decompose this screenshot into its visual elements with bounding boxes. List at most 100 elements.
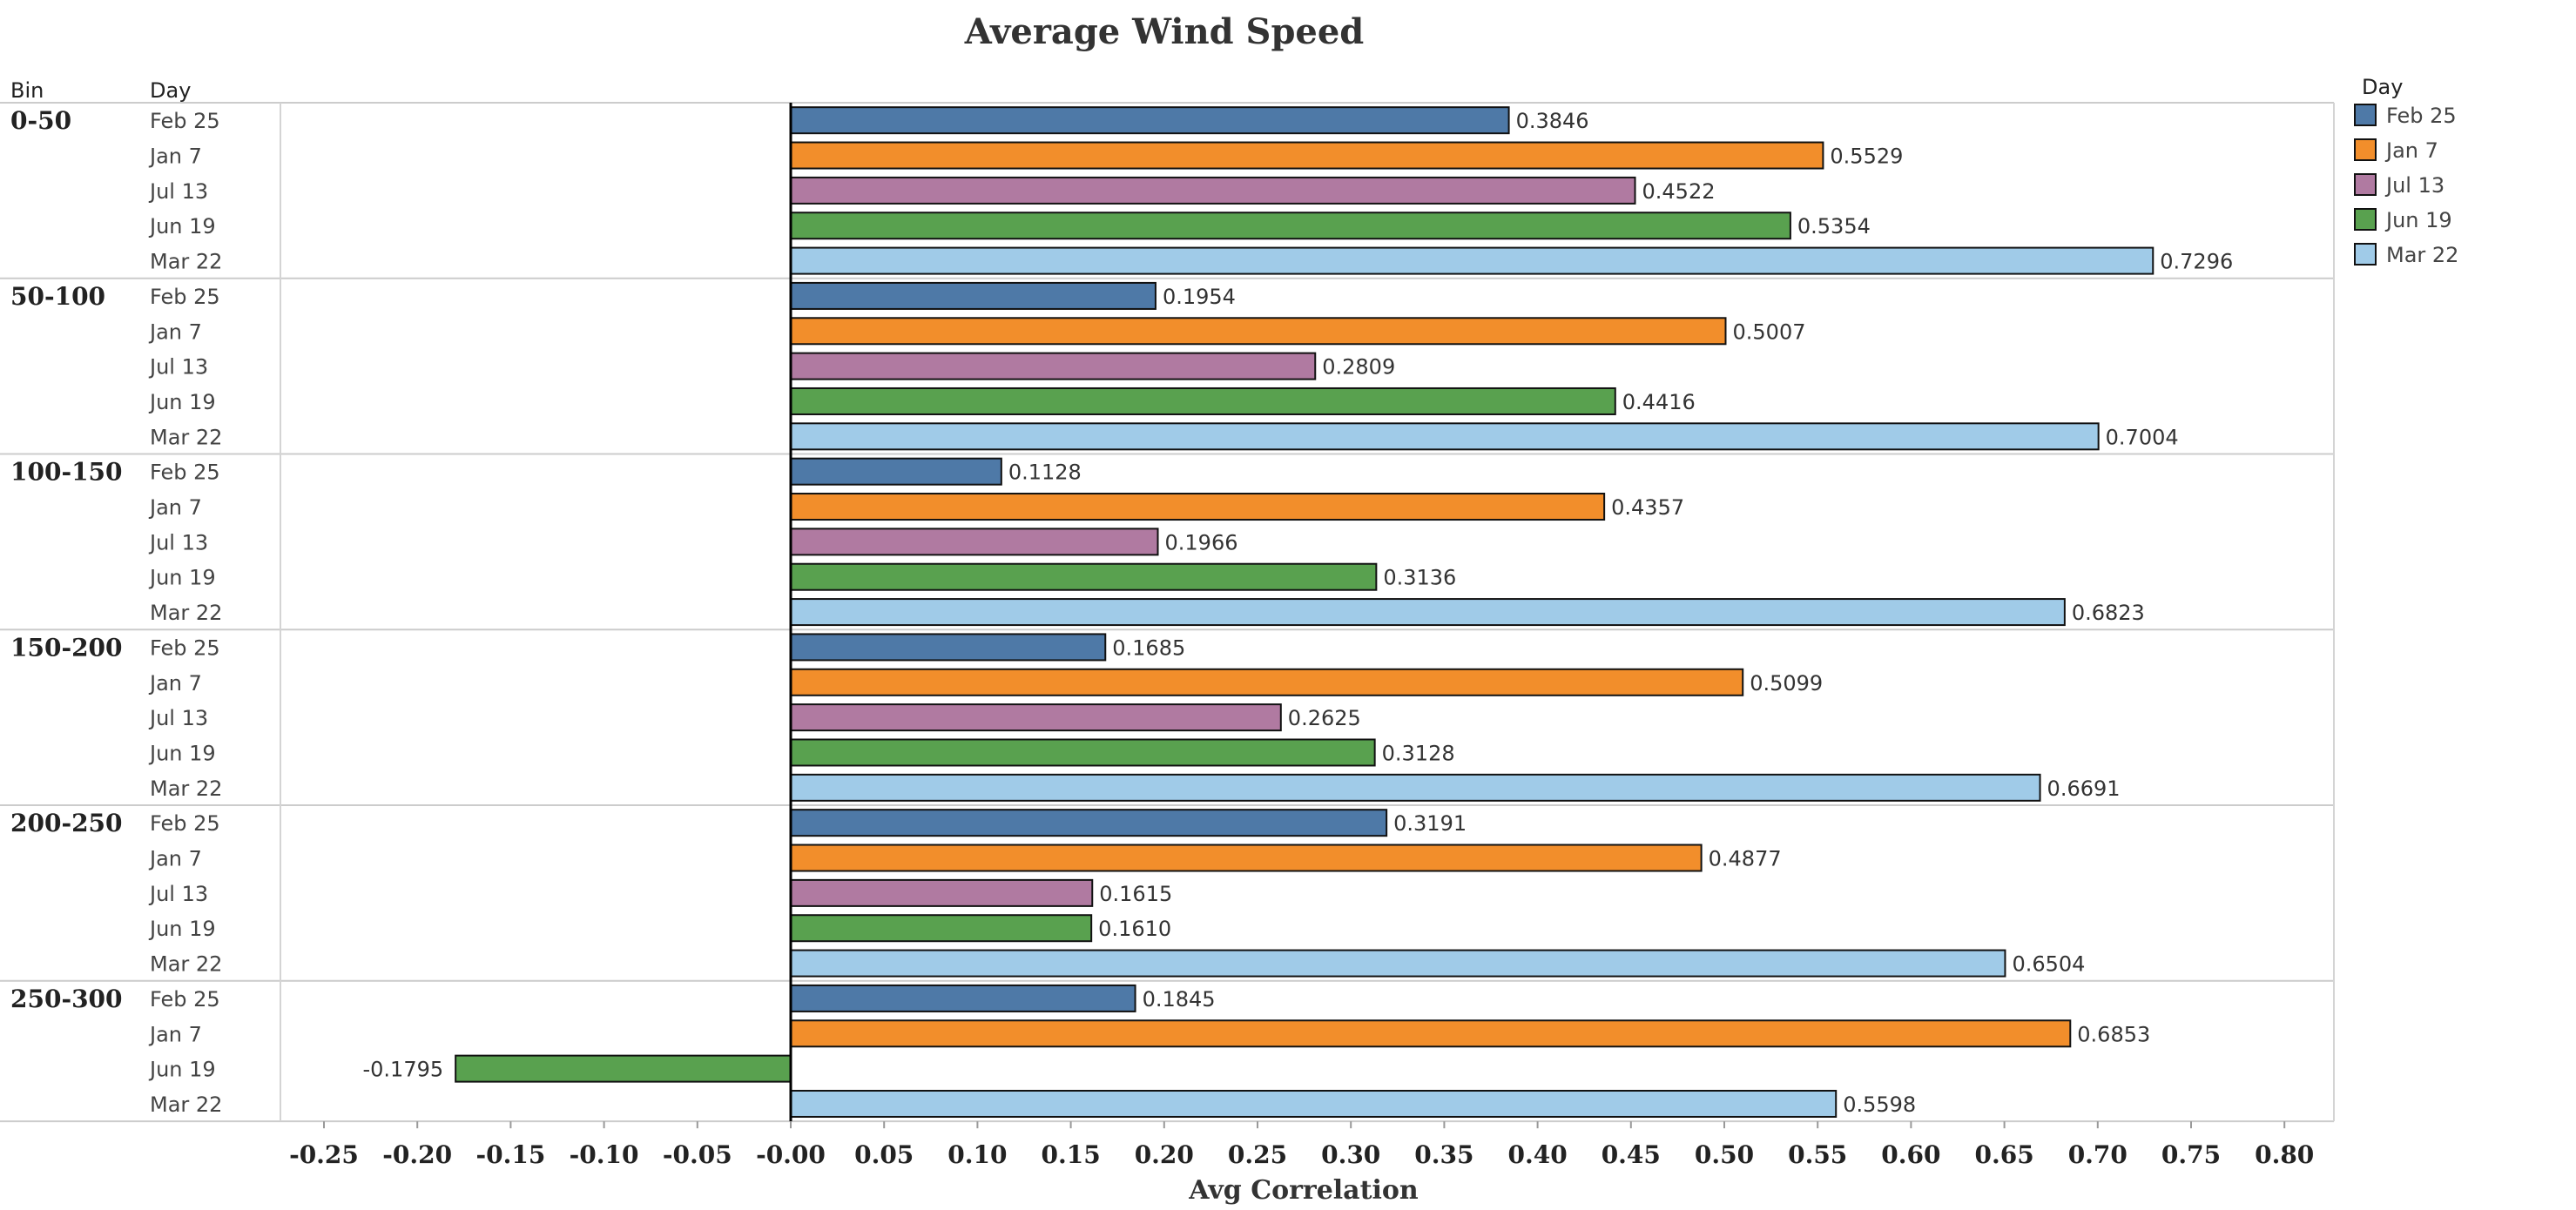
bar bbox=[790, 212, 1791, 240]
bar-value-label: 0.6504 bbox=[2012, 952, 2085, 977]
bar bbox=[790, 106, 1510, 135]
bin-label: 50-100 bbox=[10, 282, 105, 311]
day-label: Feb 25 bbox=[150, 987, 220, 1012]
bin-label: 200-250 bbox=[10, 809, 123, 837]
bin-label: 100-150 bbox=[10, 458, 123, 487]
bar bbox=[790, 598, 2066, 627]
bar-value-label: 0.1128 bbox=[1008, 460, 1082, 485]
x-tick-label: -0.15 bbox=[475, 1140, 545, 1169]
day-label: Jun 19 bbox=[148, 214, 216, 239]
x-tick-label: 0.45 bbox=[1602, 1140, 1661, 1169]
legend-swatch bbox=[2354, 138, 2377, 161]
x-tick-label: 0.50 bbox=[1695, 1140, 1754, 1169]
bar bbox=[790, 878, 1094, 907]
bar-value-label: 0.4416 bbox=[1622, 390, 1696, 414]
day-label: Mar 22 bbox=[150, 425, 222, 449]
bar-value-label: 0.1685 bbox=[1112, 635, 1185, 660]
bar bbox=[790, 809, 1388, 837]
day-label: Jun 19 bbox=[148, 1058, 216, 1082]
bar-value-label: 0.6823 bbox=[2072, 601, 2145, 625]
bar bbox=[790, 914, 1093, 943]
day-label: Feb 25 bbox=[150, 285, 220, 309]
bar bbox=[790, 984, 1136, 1012]
x-tick-label: -0.20 bbox=[382, 1140, 452, 1169]
day-label: Jun 19 bbox=[148, 917, 216, 941]
legend-swatch bbox=[2354, 208, 2377, 231]
bar-value-label: 0.7296 bbox=[2160, 250, 2233, 274]
x-tick-label: 0.10 bbox=[947, 1140, 1007, 1169]
bar bbox=[790, 773, 2041, 802]
x-axis: -0.25 -0.20 -0.15 -0.10 -0.05 -0.00 0.05 0.10 0.… bbox=[289, 1121, 2314, 1169]
x-tick-label: -0.05 bbox=[663, 1140, 732, 1169]
bin-label: 150-200 bbox=[10, 633, 123, 662]
plot-area: 0-50 Feb 25 0.3846 Jan 7 0.5529 Jul 13 0.4522 J… bbox=[0, 102, 2335, 1123]
legend-label: Feb 25 bbox=[2386, 104, 2457, 128]
bar-value-label: 0.3191 bbox=[1393, 811, 1467, 836]
x-tick-label: 0.70 bbox=[2068, 1140, 2128, 1169]
x-tick-label: 0.60 bbox=[1881, 1140, 1940, 1169]
day-label: Jun 19 bbox=[148, 566, 216, 590]
bar-value-label: 0.2809 bbox=[1322, 355, 1395, 380]
day-label: Mar 22 bbox=[150, 1092, 222, 1117]
legend-title: Day bbox=[2362, 75, 2403, 99]
day-label: Jan 7 bbox=[148, 319, 202, 344]
bar-value-label: 0.5007 bbox=[1733, 319, 1806, 344]
x-tick-label: -0.00 bbox=[756, 1140, 826, 1169]
bar-value-label: 0.3128 bbox=[1382, 741, 1455, 765]
day-label: Feb 25 bbox=[150, 460, 220, 485]
day-label: Jan 7 bbox=[148, 495, 202, 520]
bar bbox=[790, 633, 1107, 662]
bar-value-label: 0.1615 bbox=[1099, 882, 1172, 906]
bar-value-label: 0.5354 bbox=[1797, 214, 1871, 239]
legend-swatch bbox=[2354, 243, 2377, 266]
x-tick-label: 0.40 bbox=[1507, 1140, 1567, 1169]
bin-label: 250-300 bbox=[10, 985, 123, 1013]
bar-value-label: 0.4357 bbox=[1611, 495, 1684, 520]
day-label: Mar 22 bbox=[150, 952, 222, 977]
day-label: Jun 19 bbox=[148, 741, 216, 765]
x-tick-label: 0.80 bbox=[2255, 1140, 2314, 1169]
day-label: Jan 7 bbox=[148, 1022, 202, 1046]
chart-title: Average Wind Speed bbox=[964, 11, 1365, 52]
x-tick-label: 0.20 bbox=[1135, 1140, 1194, 1169]
bar-value-label: 0.6691 bbox=[2047, 776, 2121, 801]
legend-swatch bbox=[2354, 173, 2377, 196]
bar-value-label: 0.1954 bbox=[1163, 285, 1236, 309]
legend-label: Mar 22 bbox=[2386, 243, 2458, 267]
bar bbox=[790, 493, 1606, 521]
bar bbox=[790, 668, 1744, 696]
x-tick-label: 0.65 bbox=[1974, 1140, 2033, 1169]
x-tick-label: 0.55 bbox=[1788, 1140, 1847, 1169]
x-tick-label: 0.25 bbox=[1228, 1140, 1287, 1169]
bar-value-label: 0.1845 bbox=[1143, 987, 1216, 1012]
bar bbox=[790, 387, 1616, 415]
bar-value-label: 0.6853 bbox=[2077, 1022, 2150, 1046]
legend-label: Jun 19 bbox=[2384, 208, 2452, 232]
day-label: Feb 25 bbox=[150, 811, 220, 836]
bar bbox=[790, 1019, 2072, 1048]
bar-value-label: 0.3136 bbox=[1383, 566, 1456, 590]
x-tick-label: 0.35 bbox=[1414, 1140, 1473, 1169]
bar-value-label: 0.5099 bbox=[1750, 671, 1823, 696]
day-label: Jul 13 bbox=[148, 179, 208, 204]
bar bbox=[790, 738, 1376, 767]
bin-label: 0-50 bbox=[10, 106, 71, 135]
day-label: Mar 22 bbox=[150, 250, 222, 274]
bar bbox=[790, 844, 1703, 872]
day-label: Jul 13 bbox=[148, 882, 208, 906]
bar bbox=[790, 141, 1824, 170]
x-tick-label: 0.05 bbox=[854, 1140, 914, 1169]
bar-value-label: -0.1795 bbox=[363, 1058, 444, 1082]
bar bbox=[790, 528, 1159, 556]
bar-value-label: 0.2625 bbox=[1288, 706, 1361, 730]
legend-label: Jan 7 bbox=[2384, 138, 2438, 163]
day-label: Jul 13 bbox=[148, 355, 208, 380]
bar bbox=[790, 562, 1378, 591]
day-label: Mar 22 bbox=[150, 776, 222, 801]
bar bbox=[790, 457, 1002, 486]
day-label: Jul 13 bbox=[148, 530, 208, 555]
day-column-header: Day bbox=[150, 78, 191, 103]
bar bbox=[790, 703, 1282, 732]
day-label: Jun 19 bbox=[148, 390, 216, 414]
